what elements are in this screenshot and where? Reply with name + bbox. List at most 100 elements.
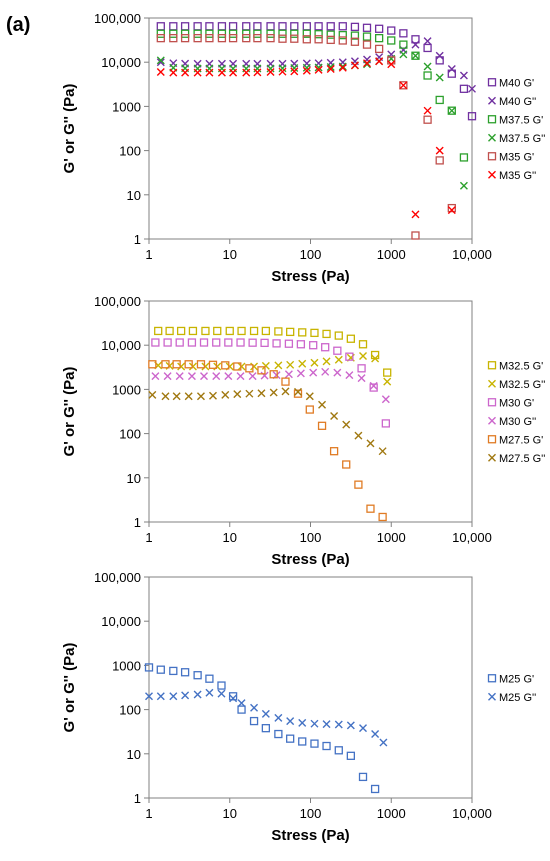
data-point [338, 36, 347, 45]
data-point [423, 115, 432, 124]
data-point [338, 30, 347, 40]
data-point [350, 61, 359, 70]
data-point [309, 341, 318, 350]
data-point [314, 65, 323, 74]
data-point [248, 372, 257, 381]
data-point [326, 62, 335, 71]
data-point [314, 22, 323, 31]
data-point [293, 389, 303, 398]
data-point [188, 362, 197, 371]
data-point [205, 68, 214, 77]
data-point [281, 377, 290, 386]
data-point [193, 671, 202, 680]
data-point [358, 772, 368, 782]
data-point [350, 31, 360, 40]
data-point [322, 329, 331, 339]
data-point [329, 447, 339, 456]
data-point [228, 22, 238, 31]
data-point [181, 691, 190, 700]
data-point [334, 355, 343, 364]
data-point [302, 63, 311, 72]
data-point [242, 22, 251, 31]
data-point [298, 359, 307, 368]
legend-marker [488, 379, 496, 388]
data-point [378, 447, 387, 456]
data-point [333, 346, 342, 355]
y-tick-label: 100 [119, 144, 141, 159]
x-axis-title: Stress (Pa) [271, 551, 349, 568]
data-point [321, 367, 330, 376]
data-point [208, 360, 218, 369]
data-point [284, 339, 294, 348]
legend-marker [488, 170, 496, 179]
data-point [224, 338, 233, 347]
legend-marker [487, 361, 497, 370]
data-point [333, 368, 342, 377]
chart-top: 1 10 100 1000 10,000 1 10 100 1000 10,000 100,000 S… [61, 11, 545, 285]
legend-marker [487, 674, 497, 683]
data-point [293, 387, 302, 396]
data-point [387, 60, 396, 69]
data-point [330, 412, 339, 421]
data-point [423, 62, 432, 71]
data-point [399, 40, 408, 49]
data-point [290, 34, 299, 43]
data-point [193, 68, 202, 77]
data-point [148, 360, 157, 369]
data-point [193, 22, 202, 31]
data-point [435, 146, 444, 155]
data-point [290, 63, 299, 72]
legend-marker [488, 453, 496, 462]
data-point [156, 29, 165, 38]
data-point [151, 338, 160, 347]
x-tick-label: 1000 [377, 806, 406, 821]
y-tick-label: 1 [134, 515, 141, 530]
y-tick-label: 1000 [112, 99, 141, 114]
y-axis-title: G' or G'' (Pa) [61, 367, 78, 457]
x-tick-label: 100 [300, 247, 322, 262]
x-tick-label: 1000 [377, 247, 406, 262]
legend-label: M32.5 G' [499, 360, 543, 372]
data-point [363, 60, 372, 69]
data-point [378, 512, 387, 522]
data-point [423, 71, 432, 80]
legend-label: M40 G'' [499, 96, 536, 108]
y-tick-label: 10,000 [101, 614, 141, 629]
data-point [221, 361, 230, 370]
data-point [278, 34, 287, 43]
x-tick-label: 10,000 [452, 530, 492, 545]
data-point [305, 405, 314, 414]
data-point [205, 34, 214, 43]
data-point [187, 372, 196, 381]
data-point [322, 741, 331, 751]
data-point [161, 360, 170, 369]
x-axis-title: Stress (Pa) [271, 827, 349, 844]
data-point [387, 26, 396, 35]
data-point [435, 56, 444, 65]
data-point [342, 460, 351, 469]
chart-middle: 1 10 100 1000 10,000 1 10 100 1000 10,000 100,000 S… [61, 294, 545, 568]
data-point [305, 392, 314, 401]
data-point [423, 106, 432, 115]
data-point [383, 368, 392, 377]
x-tick-label: 10,000 [452, 247, 492, 262]
data-point [298, 328, 307, 337]
data-point [374, 24, 384, 33]
data-point [459, 84, 469, 93]
data-point [180, 668, 190, 677]
data-point [156, 58, 165, 67]
data-point [354, 480, 363, 489]
data-point [266, 64, 275, 73]
data-point [363, 59, 372, 68]
data-point [201, 362, 210, 371]
data-point [156, 22, 165, 31]
data-point [334, 331, 343, 340]
data-point [286, 717, 295, 726]
legend-label: M25 G'' [499, 692, 536, 704]
data-point [205, 674, 214, 683]
x-tick-label: 10 [223, 530, 237, 545]
legend-marker [487, 435, 497, 444]
data-point [468, 84, 476, 93]
data-point [156, 34, 165, 43]
data-point [411, 40, 420, 49]
